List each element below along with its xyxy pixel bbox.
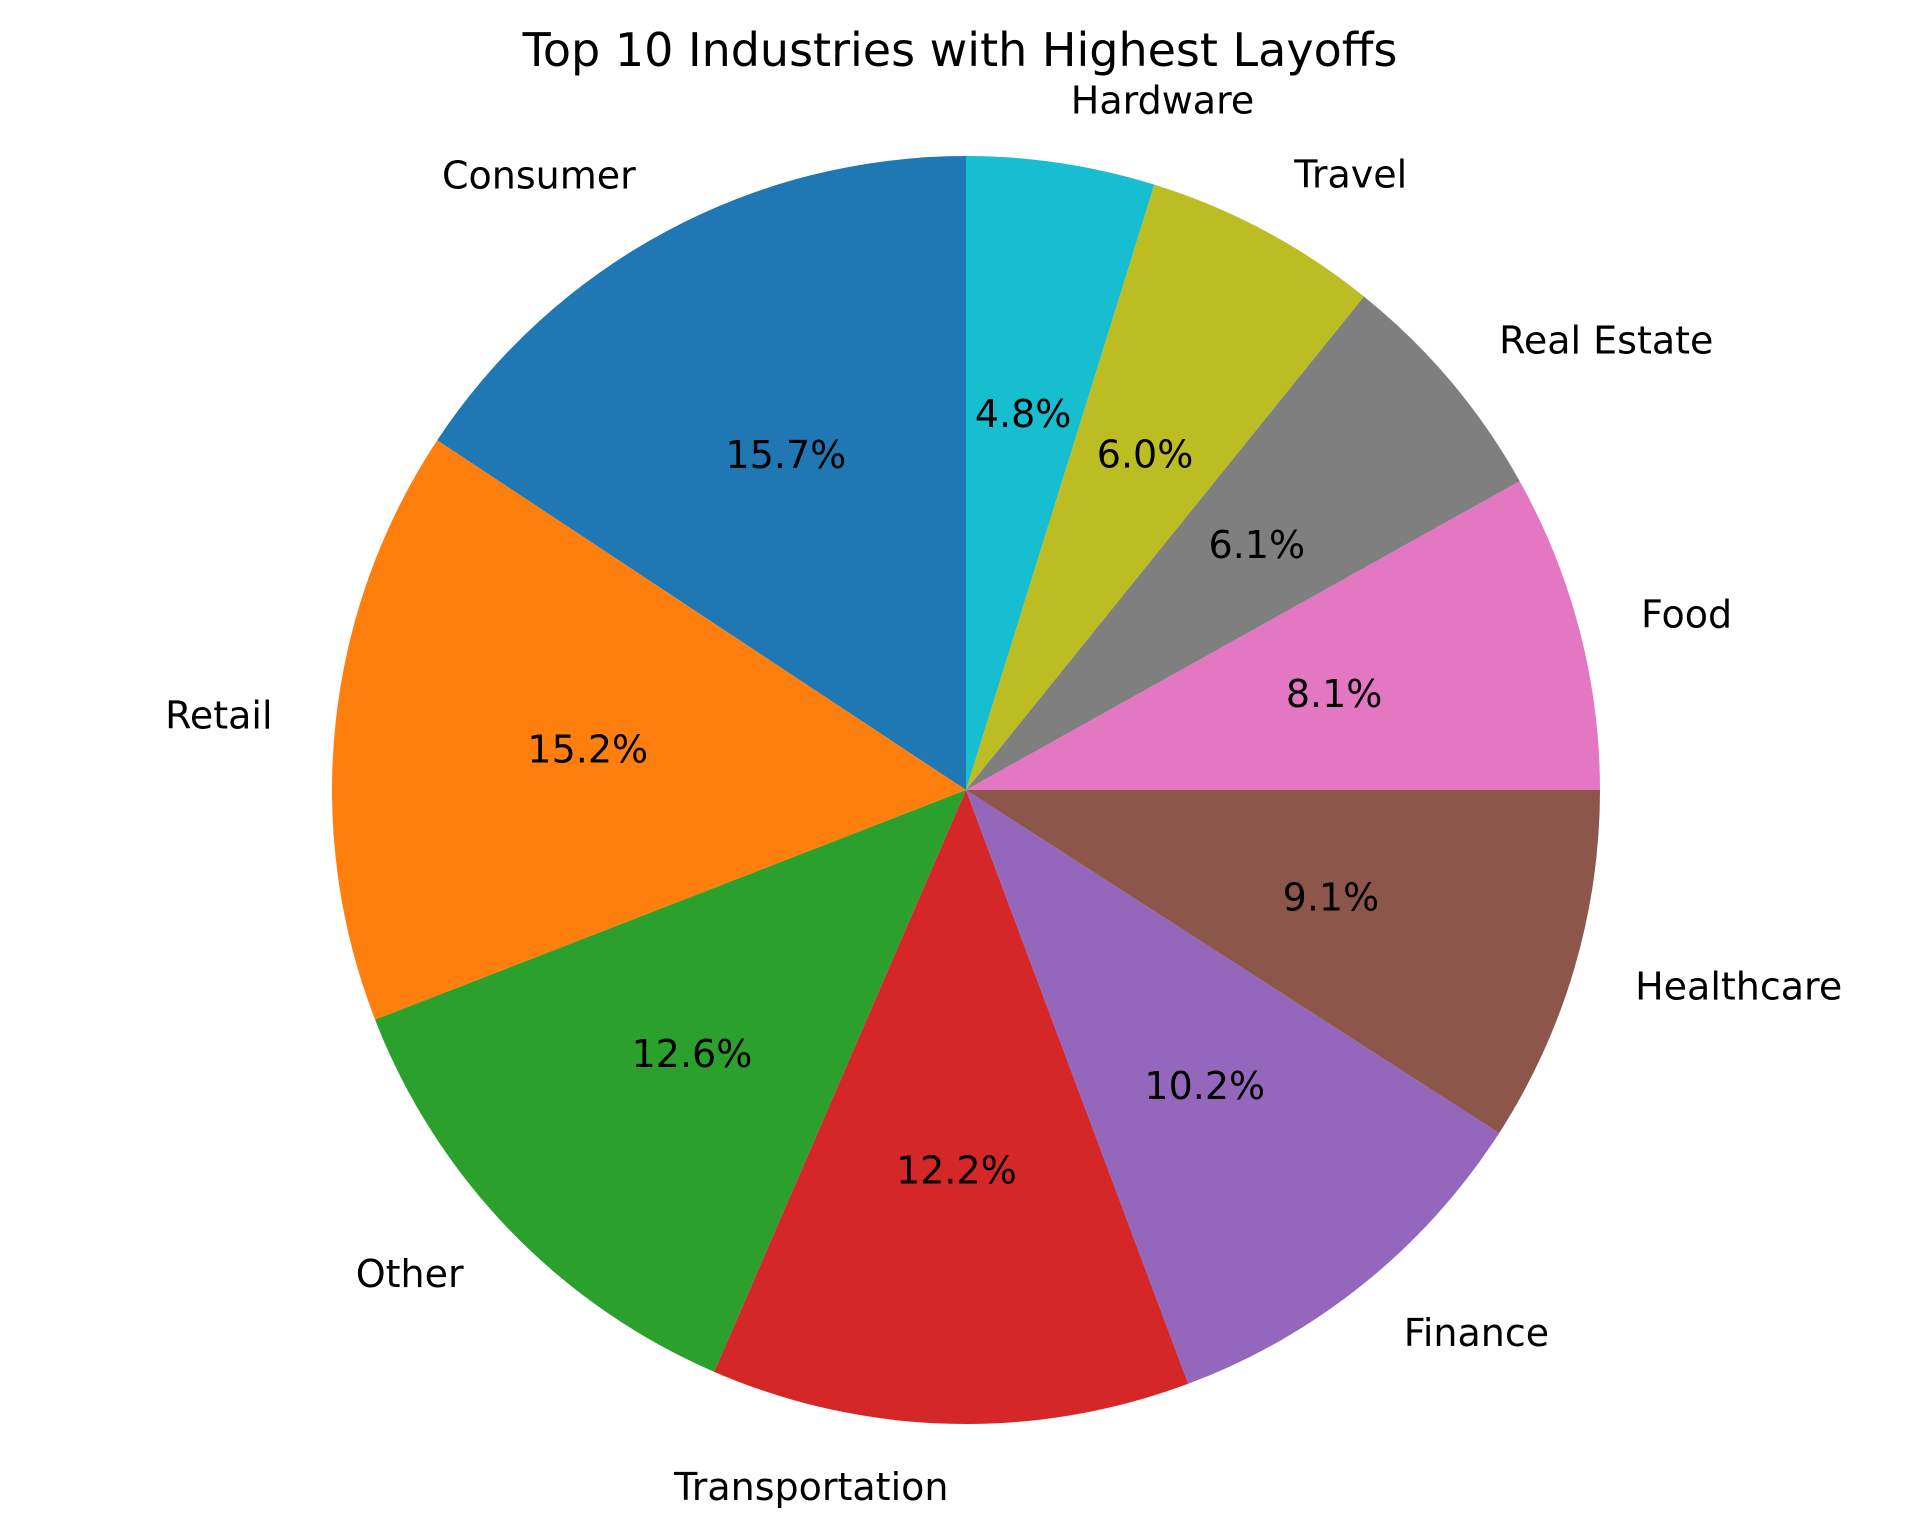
slice-label-food: Food [1641,592,1732,636]
slice-label-finance: Finance [1404,1311,1549,1355]
pct-label-other: 12.6% [632,1032,753,1076]
pct-label-hardware: 4.8% [975,392,1072,436]
pct-label-retail: 15.2% [527,727,648,771]
slice-label-retail: Retail [165,694,272,738]
pie-slice-other [375,790,967,1372]
slice-label-real-estate: Real Estate [1499,318,1713,362]
pie-slice-transportation [714,790,1189,1425]
slice-label-other: Other [356,1252,464,1296]
pie-slice-retail [332,440,967,1020]
pct-label-travel: 6.0% [1097,432,1194,476]
slice-labels: Consumer Retail Other Transportation Finance… [165,79,1842,1510]
slice-label-travel: Travel [1293,153,1407,197]
percentage-labels: 15.7% 15.2% 12.6% 12.2% 10.2% 9.1% 8.1% 6.1% 6.0… [527,392,1382,1192]
pie-slice-travel [966,184,1364,791]
pie-slice-real-estate [966,296,1520,790]
pct-label-consumer: 15.7% [726,433,847,477]
pct-label-finance: 10.2% [1144,1064,1265,1108]
pct-label-healthcare: 9.1% [1283,875,1380,919]
pct-label-real-estate: 6.1% [1209,523,1306,567]
pie-slice-food [966,481,1601,790]
pie-slice-hardware [966,156,1155,790]
pie-slices [332,156,1601,1425]
pct-label-food: 8.1% [1286,672,1383,716]
pie-slice-healthcare [966,790,1601,1134]
chart-title: Top 10 Industries with Highest Layoffs [522,23,1398,77]
slice-label-consumer: Consumer [442,154,636,198]
slice-label-transportation: Transportation [673,1465,948,1509]
pie-slice-finance [966,790,1500,1384]
slice-label-healthcare: Healthcare [1635,965,1842,1009]
pie-slice-consumer [437,156,966,790]
pct-label-transportation: 12.2% [896,1148,1017,1192]
slice-label-hardware: Hardware [1071,79,1254,123]
